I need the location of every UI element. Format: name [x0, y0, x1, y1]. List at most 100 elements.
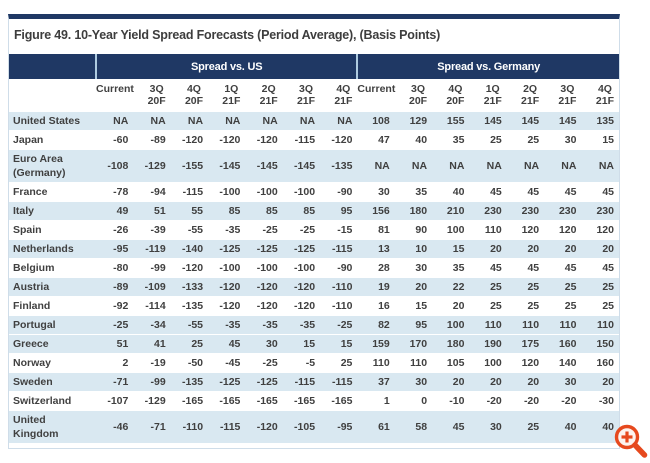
- value-cell: 35: [432, 130, 470, 150]
- country-label: United States: [9, 112, 96, 131]
- value-cell: -5: [282, 353, 321, 373]
- column-header: 3Q 20F: [133, 79, 171, 112]
- country-label: Belgium: [9, 258, 96, 278]
- value-cell: -25: [245, 353, 283, 373]
- value-cell: -115: [320, 372, 358, 392]
- table-row: Finland -92 -114 -135 -120 -120 -120 -110 16 15 20…: [9, 296, 619, 316]
- value-cell: NA: [320, 112, 358, 131]
- value-cell: 150: [581, 334, 619, 354]
- table-row: Netherlands -95 -119 -140 -125 -125 -125 -115 13…: [9, 239, 619, 259]
- value-cell: 1: [357, 391, 395, 411]
- value-cell: -25: [282, 220, 321, 240]
- table-row: Japan -60 -89 -120 -120 -120 -115 -120 47 40 35 25 2…: [9, 130, 619, 150]
- value-cell: 180: [432, 334, 470, 354]
- value-cell: 110: [506, 315, 545, 335]
- value-cell: -80: [96, 258, 134, 278]
- value-cell: 230: [469, 201, 507, 221]
- table-row: Sweden -71 -99 -135 -125 -125 -115 -115 37 30 20 20…: [9, 372, 619, 392]
- value-cell: NA: [245, 112, 283, 131]
- value-cell: -26: [96, 220, 134, 240]
- country-label: Italy: [9, 201, 96, 221]
- value-cell: -99: [133, 372, 171, 392]
- value-cell: -120: [208, 130, 246, 150]
- column-header: 2Q 21F: [506, 79, 545, 112]
- value-cell: 15: [394, 296, 433, 316]
- column-header: 2Q 21F: [245, 79, 283, 112]
- value-cell: -99: [133, 258, 171, 278]
- value-cell: -100: [282, 182, 321, 202]
- value-cell: 135: [581, 112, 619, 131]
- zoom-in-button[interactable]: [612, 422, 649, 460]
- country-label: Norway: [9, 353, 96, 373]
- country-label: Japan: [9, 130, 96, 150]
- table-group-header-row: Spread vs. US Spread vs. Germany: [9, 54, 619, 79]
- country-label: Sweden: [9, 372, 96, 392]
- value-cell: 40: [544, 410, 582, 444]
- value-cell: NA: [133, 112, 171, 131]
- value-cell: 30: [394, 258, 433, 278]
- country-label: Portugal: [9, 315, 96, 335]
- table-row: France -78 -94 -115 -100 -100 -100 -90 30 35 40 45 4…: [9, 182, 619, 202]
- country-label: Netherlands: [9, 239, 96, 259]
- value-cell: 110: [394, 353, 433, 373]
- value-cell: -10: [432, 391, 470, 411]
- value-cell: -78: [96, 182, 134, 202]
- value-cell: -119: [133, 239, 171, 259]
- value-cell: 30: [544, 130, 582, 150]
- value-cell: -89: [133, 130, 171, 150]
- value-cell: -100: [245, 258, 283, 278]
- value-cell: -115: [208, 410, 246, 444]
- value-cell: 155: [432, 112, 470, 131]
- value-cell: -120: [245, 296, 283, 316]
- value-cell: 10: [394, 239, 433, 259]
- value-cell: -95: [96, 239, 134, 259]
- column-header: 4Q 21F: [320, 79, 358, 112]
- value-cell: -107: [96, 391, 134, 411]
- value-cell: -55: [170, 220, 209, 240]
- value-cell: 190: [469, 334, 507, 354]
- column-header: 3Q 21F: [544, 79, 582, 112]
- value-cell: 156: [357, 201, 395, 221]
- column-header: Current: [357, 79, 395, 112]
- value-cell: -20: [469, 391, 507, 411]
- column-header: 1Q 21F: [469, 79, 507, 112]
- value-cell: 51: [96, 334, 134, 354]
- value-cell: -165: [282, 391, 321, 411]
- value-cell: -20: [544, 391, 582, 411]
- value-cell: -135: [170, 372, 209, 392]
- value-cell: 25: [506, 277, 545, 297]
- value-cell: NA: [432, 149, 470, 183]
- value-cell: 145: [544, 112, 582, 131]
- column-header: 4Q 20F: [432, 79, 470, 112]
- value-cell: -39: [133, 220, 171, 240]
- value-cell: -129: [133, 391, 171, 411]
- value-cell: 61: [357, 410, 395, 444]
- value-cell: 37: [357, 372, 395, 392]
- value-cell: -55: [170, 315, 209, 335]
- value-cell: -135: [320, 149, 358, 183]
- value-cell: 20: [544, 239, 582, 259]
- value-cell: -110: [170, 410, 209, 444]
- value-cell: -115: [170, 182, 209, 202]
- value-cell: 20: [469, 239, 507, 259]
- figure-container: Figure 49. 10-Year Yield Spread Forecast…: [8, 14, 620, 449]
- value-cell: 20: [432, 296, 470, 316]
- value-cell: 25: [320, 353, 358, 373]
- value-cell: 210: [432, 201, 470, 221]
- value-cell: 180: [394, 201, 433, 221]
- value-cell: -120: [320, 130, 358, 150]
- value-cell: 30: [245, 334, 283, 354]
- value-cell: -90: [320, 182, 358, 202]
- value-cell: 110: [581, 315, 619, 335]
- value-cell: -115: [282, 130, 321, 150]
- value-cell: -35: [208, 315, 246, 335]
- value-cell: 15: [282, 334, 321, 354]
- value-cell: 120: [506, 220, 545, 240]
- value-cell: 120: [581, 220, 619, 240]
- subheader-corner-cell: [9, 79, 96, 112]
- value-cell: 85: [282, 201, 321, 221]
- group-header-us: Spread vs. US: [94, 54, 358, 79]
- value-cell: -25: [96, 315, 134, 335]
- value-cell: -35: [282, 315, 321, 335]
- value-cell: 230: [581, 201, 619, 221]
